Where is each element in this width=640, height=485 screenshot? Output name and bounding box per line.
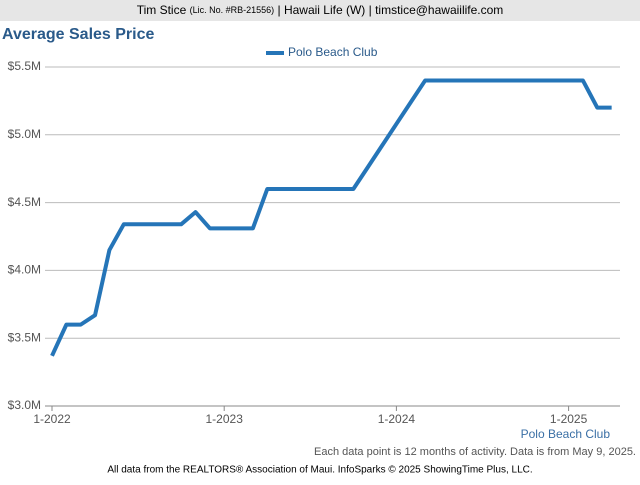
note: Each data point is 12 months of activity… xyxy=(314,446,636,458)
y-tick-label: $3.0M xyxy=(8,398,41,412)
y-tick-label: $5.0M xyxy=(8,127,41,141)
footer: All data from the REALTORS® Association … xyxy=(107,465,532,476)
header-name: Tim Stice xyxy=(137,3,187,17)
y-tick-label: $5.5M xyxy=(8,59,41,73)
x-tick-label: 1-2025 xyxy=(550,412,588,426)
x-tick-label: 1-2023 xyxy=(206,412,244,426)
y-tick-label: $4.0M xyxy=(8,263,41,277)
x-tick-label: 1-2024 xyxy=(378,412,416,426)
header-bar xyxy=(0,0,640,21)
header-rest: | Hawaii Life (W) | timstice@hawaiilife.… xyxy=(278,3,504,17)
y-tick-label: $3.5M xyxy=(8,330,41,344)
y-tick-label: $4.5M xyxy=(8,195,41,209)
header-license: (Lic. No. #RB-21556) xyxy=(190,5,275,15)
chart-title: Average Sales Price xyxy=(2,26,155,43)
legend-label: Polo Beach Club xyxy=(288,45,378,59)
header: Tim Stice (Lic. No. #RB-21556) | Hawaii … xyxy=(137,3,504,17)
x-tick-label: 1-2022 xyxy=(33,412,71,426)
series-line xyxy=(50,78,612,357)
x-axis-label: Polo Beach Club xyxy=(521,427,611,441)
